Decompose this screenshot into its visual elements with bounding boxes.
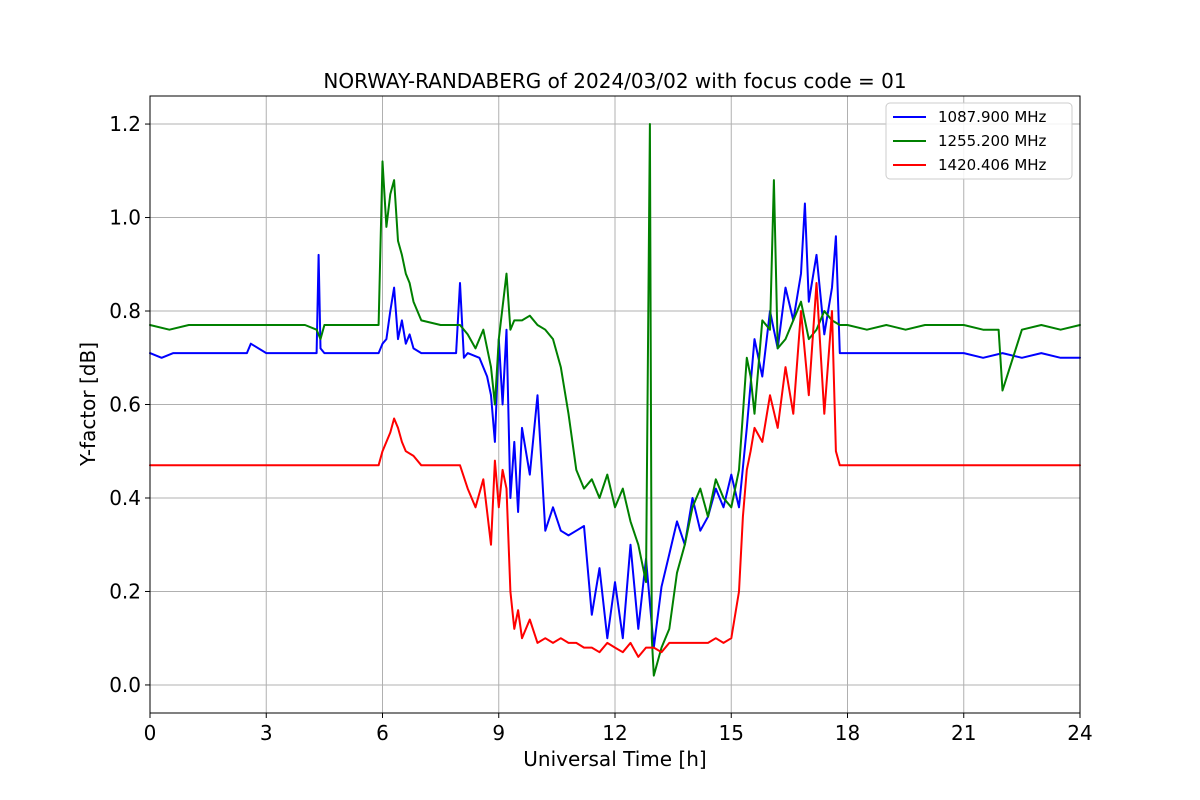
series-line-1255-200 [149, 123, 1081, 677]
x-axis-title: Universal Time [h] [523, 747, 706, 771]
y-axis-title: Y-factor [dB] [76, 342, 100, 467]
x-tick-label: 3 [260, 721, 273, 745]
x-tick-label: 6 [376, 721, 389, 745]
x-tick-label: 15 [719, 721, 744, 745]
series-line-1087-900 [149, 202, 1081, 649]
x-tick-label: 18 [835, 721, 860, 745]
legend: 1087.900 MHz 1255.200 MHz 1420.406 MHz [885, 102, 1073, 180]
legend-label-1420: 1420.406 MHz [938, 156, 1047, 174]
series-group [149, 123, 1081, 677]
legend-label-1087: 1087.900 MHz [938, 108, 1047, 126]
y-tick-label: 0.0 [109, 673, 141, 697]
x-tick-label: 24 [1067, 721, 1092, 745]
y-axis: 0.0 0.2 0.4 0.6 0.8 1.0 1.2 [109, 112, 150, 697]
x-tick-label: 12 [602, 721, 627, 745]
x-axis: 0 3 6 9 12 15 18 21 24 [144, 713, 1093, 745]
chart-title: NORWAY-RANDABERG of 2024/03/02 with focu… [323, 69, 906, 93]
y-tick-label: 0.6 [109, 393, 141, 417]
series-line-1420-406 [149, 282, 1081, 658]
x-tick-label: 9 [492, 721, 505, 745]
x-tick-label: 21 [951, 721, 976, 745]
y-tick-label: 0.2 [109, 579, 141, 603]
x-tick-label: 0 [144, 721, 157, 745]
legend-box [885, 102, 1073, 180]
y-tick-label: 1.2 [109, 112, 141, 136]
y-tick-label: 0.8 [109, 299, 141, 323]
legend-label-1255: 1255.200 MHz [938, 132, 1047, 150]
y-tick-label: 0.4 [109, 486, 141, 510]
y-tick-label: 1.0 [109, 206, 141, 230]
